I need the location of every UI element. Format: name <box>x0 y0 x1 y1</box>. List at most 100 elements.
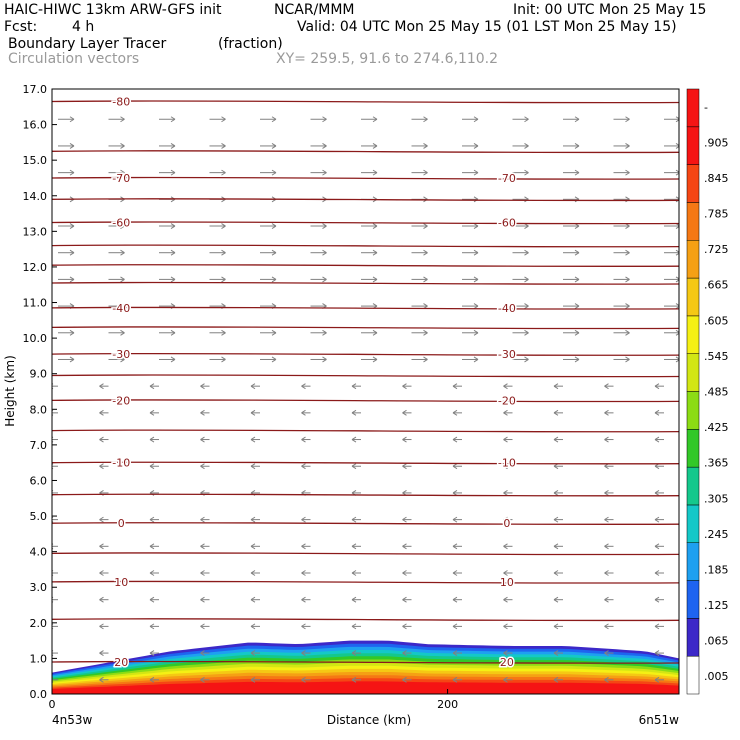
vector-arrow <box>452 676 462 683</box>
vector-arrow <box>553 516 563 523</box>
vector-arrow <box>200 409 210 416</box>
vector-arrow <box>512 143 529 149</box>
vector-arrow <box>351 596 361 603</box>
vector-arrow <box>462 329 479 336</box>
field-name: Boundary Layer Tracer <box>8 36 167 52</box>
vector-arrow <box>200 676 210 683</box>
vector-arrow <box>250 436 260 443</box>
vector-arrow <box>553 570 563 576</box>
vector-arrow <box>664 356 679 363</box>
vector-arrow <box>159 276 176 283</box>
vector-arrow <box>250 596 260 603</box>
vector-arrow <box>664 143 679 149</box>
vector-arrow <box>149 463 159 470</box>
vector-arrow <box>351 383 361 390</box>
colorbar-swatch <box>686 580 700 619</box>
colorbar-swatch <box>686 618 700 657</box>
colorbar-swatch <box>686 391 700 430</box>
y-tick-label: 16.0 <box>23 119 48 132</box>
vector-arrow <box>503 516 513 523</box>
vector-arrow <box>209 169 226 176</box>
vector-arrow <box>654 543 664 550</box>
vector-arrow <box>250 623 260 630</box>
y-tick-label: 10.0 <box>23 332 48 345</box>
vector-arrow <box>149 623 159 630</box>
vector-arrow <box>402 623 412 630</box>
vector-arrow <box>604 436 614 443</box>
vector-arrow <box>301 623 311 630</box>
vector-arrow <box>452 570 462 576</box>
vector-arrow <box>604 383 614 390</box>
vector-arrow <box>452 516 462 523</box>
vector-arrow <box>108 223 125 229</box>
vector-arrow <box>301 463 311 470</box>
colorbar-label: - <box>704 101 708 114</box>
vectors-label: Circulation vectors <box>8 51 140 67</box>
vector-arrow <box>351 650 361 656</box>
vector-arrow <box>108 249 125 256</box>
contour-line <box>52 281 679 285</box>
valid-time: Valid: 04 UTC Mon 25 May 15 (01 LST Mon … <box>297 19 677 35</box>
contour-label: 10 <box>114 576 128 589</box>
vector-arrow <box>462 356 479 363</box>
vector-arrow <box>411 356 428 363</box>
vector-arrow <box>99 383 109 390</box>
vector-arrow <box>108 329 125 336</box>
vector-arrow <box>159 329 176 336</box>
contour-line <box>52 326 679 330</box>
colorbar-label: .485 <box>704 386 729 399</box>
vector-arrow <box>452 409 462 416</box>
vector-arrow <box>58 356 75 363</box>
cross-section-coordinates: XY= 259.5, 91.6 to 274.6,110.2 <box>276 51 499 67</box>
vector-arrow <box>108 116 125 123</box>
vector-arrow <box>351 570 361 576</box>
vector-arrow <box>149 409 159 416</box>
contour-line <box>52 306 679 310</box>
init-time: Init: 00 UTC Mon 25 May 15 <box>513 2 707 18</box>
contour-label: 0 <box>503 517 510 530</box>
vector-arrow <box>512 249 529 256</box>
vector-arrow <box>301 650 311 656</box>
vector-arrow <box>553 436 563 443</box>
vector-arrow <box>563 329 580 336</box>
vector-arrow <box>310 329 327 336</box>
vector-arrow <box>149 543 159 550</box>
vector-arrow <box>604 409 614 416</box>
vector-arrow <box>260 249 277 256</box>
vector-arrow <box>452 383 462 390</box>
vector-arrow <box>149 570 159 576</box>
x-axis-start-label: 4n53w <box>52 713 93 727</box>
vector-arrow <box>402 676 412 683</box>
vector-arrow <box>200 623 210 630</box>
vector-arrow <box>361 223 378 229</box>
vector-arrow <box>351 436 361 443</box>
y-tick-label: 12.0 <box>23 261 48 274</box>
vector-arrow <box>654 436 664 443</box>
field-units: (fraction) <box>218 36 283 52</box>
vector-arrow <box>452 436 462 443</box>
y-tick-label: 0.0 <box>30 688 48 701</box>
x-axis: 0 200 <box>49 689 458 711</box>
colorbar-swatch <box>686 542 700 581</box>
vector-arrow <box>310 356 327 363</box>
vector-arrow <box>310 169 327 176</box>
vector-arrow <box>452 543 462 550</box>
vector-arrow <box>351 543 361 550</box>
vector-arrow <box>99 570 109 576</box>
vector-arrow <box>411 223 428 229</box>
vector-arrow <box>604 623 614 630</box>
vector-arrow <box>301 409 311 416</box>
vector-arrow <box>351 409 361 416</box>
vector-arrow <box>512 276 529 283</box>
vector-arrow <box>503 383 513 390</box>
vector-arrow <box>664 329 679 336</box>
vector-arrow <box>260 223 277 229</box>
contour-line <box>52 150 679 154</box>
vector-arrow <box>503 436 513 443</box>
vector-arrow <box>310 116 327 123</box>
contour-label: -20 <box>498 394 516 407</box>
colorbar-label: .905 <box>704 136 729 149</box>
vector-arrow <box>613 143 630 149</box>
contour-line <box>52 429 679 433</box>
vector-arrow <box>250 516 260 523</box>
